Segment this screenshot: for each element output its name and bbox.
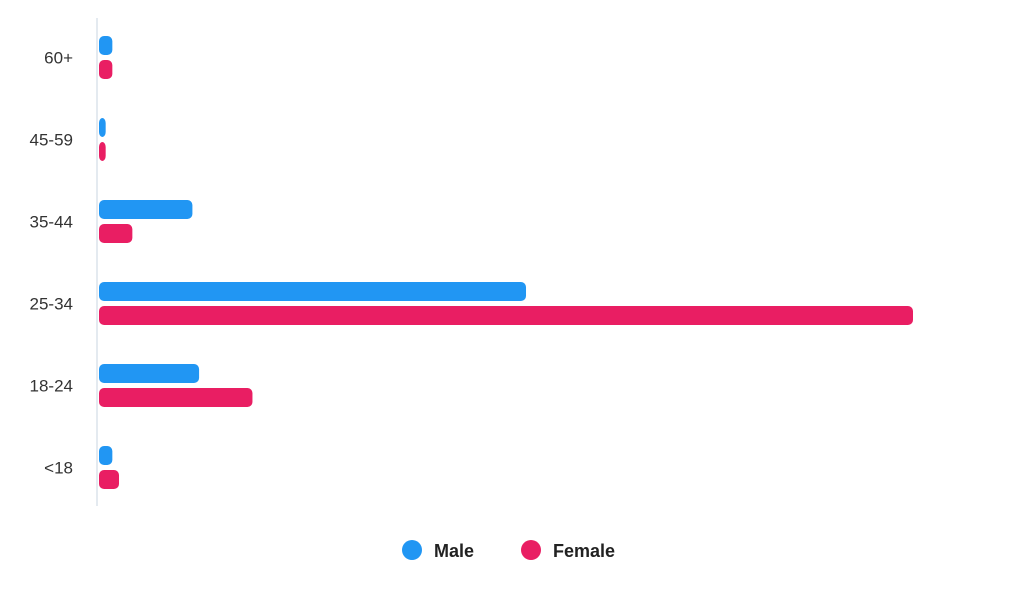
bars [99,36,913,489]
legend-label-female[interactable]: Female [553,541,615,561]
category-label-35-44: 35-44 [30,213,73,232]
category-label-under-18: <18 [44,459,73,478]
category-label-25-34: 25-34 [30,295,73,314]
bar-female-60plus[interactable] [99,60,113,79]
legend-label-male[interactable]: Male [434,541,474,561]
bar-female-under-18[interactable] [99,470,120,489]
category-label-45-59: 45-59 [30,131,73,150]
legend-marker-female[interactable] [521,540,541,560]
category-label-60plus: 60+ [44,49,73,68]
category-label-18-24: 18-24 [30,377,73,396]
bar-male-under-18[interactable] [99,446,113,465]
legend-marker-male[interactable] [402,540,422,560]
bar-male-45-59[interactable] [99,118,106,137]
bar-female-35-44[interactable] [99,224,133,243]
bar-female-18-24[interactable] [99,388,253,407]
bar-male-60plus[interactable] [99,36,113,55]
bar-female-45-59[interactable] [99,142,106,161]
bar-male-35-44[interactable] [99,200,193,219]
category-labels: 60+ 45-59 35-44 25-34 18-24 <18 [30,49,74,478]
bar-male-18-24[interactable] [99,364,200,383]
legend: Male Female [402,540,615,561]
bar-female-25-34[interactable] [99,306,913,325]
bar-male-25-34[interactable] [99,282,527,301]
